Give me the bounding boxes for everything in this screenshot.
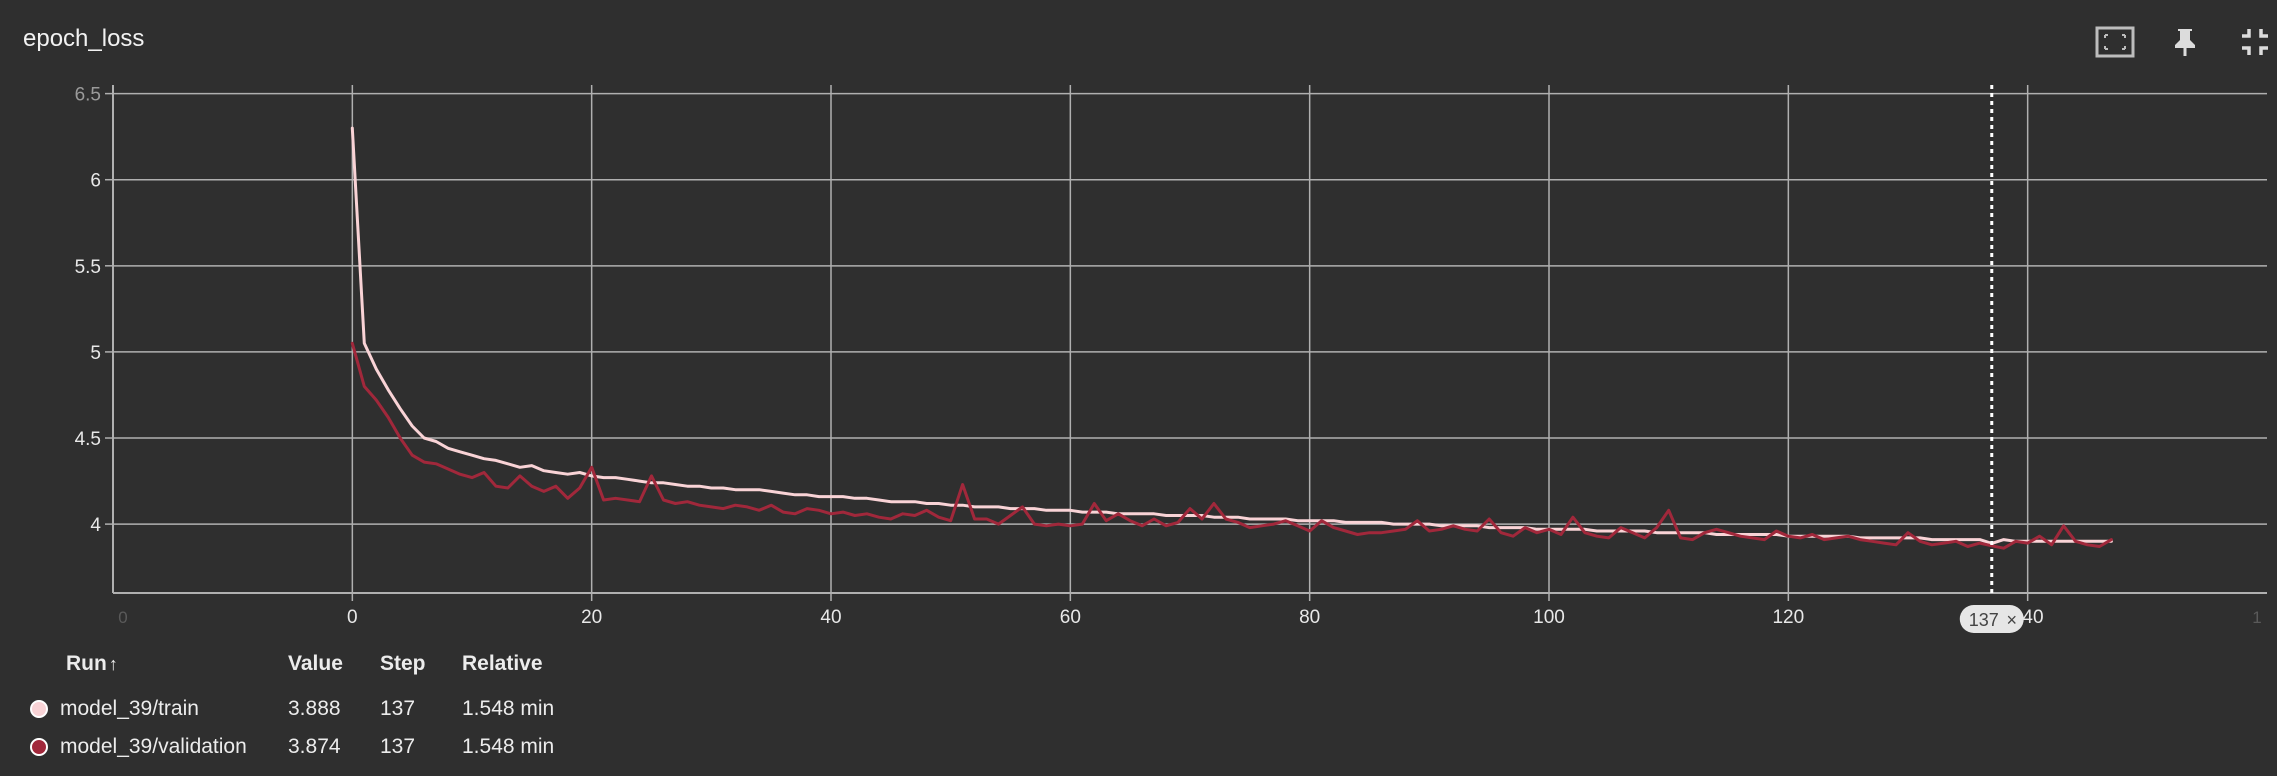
x-tick-label: 0 [347, 607, 358, 628]
x-extent-label-start: 0 [118, 608, 127, 627]
train-color-swatch[interactable] [30, 700, 48, 718]
sort-arrow-icon: ↑ [108, 654, 118, 674]
pin-icon [2175, 29, 2195, 56]
pin-button[interactable] [2165, 22, 2205, 62]
relative-cell: 1.548 min [462, 735, 555, 758]
y-tick-label: 5 [90, 343, 101, 364]
collapse-icon [2242, 29, 2268, 55]
run-table-header: Run ↑ Value Step Relative [30, 650, 566, 690]
fit-domain-button[interactable] [2095, 22, 2135, 62]
relative-column-header[interactable]: Relative [462, 652, 543, 675]
value-cell: 3.874 [288, 735, 341, 758]
chart-title: epoch_loss [23, 25, 145, 52]
run-table: Run ↑ Value Step Relative model_39/train … [30, 650, 566, 766]
y-tick-label: 6.5 [75, 85, 101, 106]
relative-cell: 1.548 min [462, 697, 555, 720]
fit-domain-icon [2095, 26, 2135, 58]
x-tick-label: 80 [1299, 607, 1320, 628]
x-tick-label: 120 [1772, 607, 1804, 628]
y-tick-label: 4.5 [75, 429, 101, 450]
hover-step-label: 137 [1969, 610, 1999, 630]
x-extent-label-end: 1 [2252, 608, 2261, 627]
hover-step-chip[interactable] [1959, 605, 2024, 633]
step-column-header[interactable]: Step [380, 652, 426, 675]
x-tick-label: 100 [1533, 607, 1565, 628]
x-tick-label: 40 [820, 607, 841, 628]
run-cell: model_39/validation [30, 728, 288, 766]
y-tick-label: 4 [90, 515, 101, 536]
step-cell: 137 [380, 735, 416, 758]
run-column-header[interactable]: Run ↑ [66, 652, 118, 675]
table-row[interactable]: model_39/train 3.888 137 1.548 min [30, 690, 566, 728]
step-cell: 137 [380, 697, 416, 720]
validation-color-swatch[interactable] [30, 738, 48, 756]
run-cell: model_39/train [30, 690, 288, 728]
x-tick-label: 60 [1060, 607, 1081, 628]
value-cell: 3.888 [288, 697, 341, 720]
value-column-header[interactable]: Value [288, 652, 343, 675]
x-tick-label: 20 [581, 607, 602, 628]
validation-series-line[interactable] [350, 341, 2113, 550]
y-tick-label: 6 [90, 171, 101, 192]
y-tick-label: 5.5 [75, 257, 101, 278]
table-row[interactable]: model_39/validation 3.874 137 1.548 min [30, 728, 566, 766]
collapse-button[interactable] [2235, 22, 2275, 62]
train-series-line[interactable] [350, 126, 2113, 545]
hover-close-icon[interactable]: × [2007, 610, 2018, 630]
